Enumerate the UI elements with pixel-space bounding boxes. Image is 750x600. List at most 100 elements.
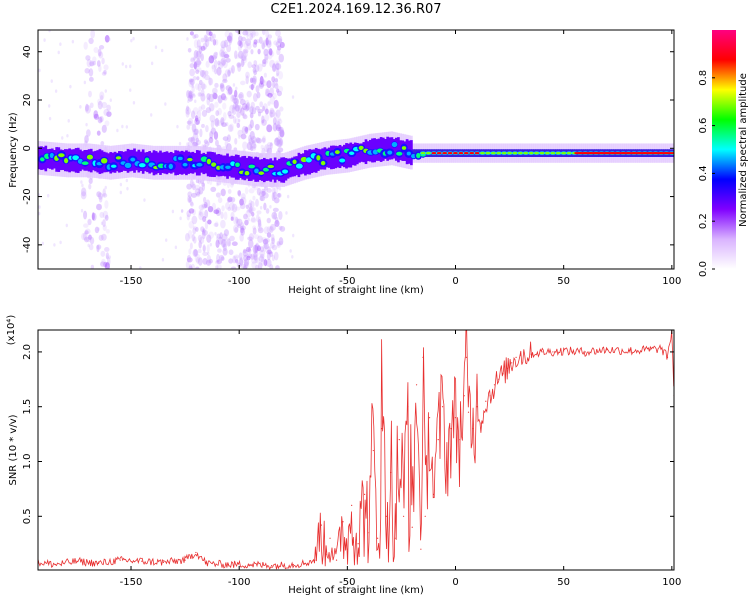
spectrogram-noise-mark [236, 111, 241, 118]
spectrogram-noise-mark [242, 48, 249, 54]
snr-data-point [428, 417, 431, 419]
spectrogram-blob [258, 171, 265, 175]
spectrogram-noise-mark [96, 191, 102, 198]
spectrogram-noise-mark [236, 262, 242, 268]
spectrogram-noise-mark [250, 146, 257, 151]
spectrogram-noise-mark [230, 211, 235, 219]
snr-data-point [372, 449, 374, 452]
spectrogram-noise-mark [237, 129, 243, 137]
spectrogram-noise-mark [261, 188, 266, 193]
spectrogram-noise-mark [214, 68, 218, 75]
spectrogram-noise-mark [262, 192, 269, 199]
spectrogram-noise-mark [99, 211, 105, 218]
spectrogram-noise-mark [227, 124, 233, 132]
spectrogram-noise-mark [204, 209, 209, 219]
spectrogram-band-core [50, 148, 54, 170]
spectrogram-band-core [172, 153, 175, 173]
spectrogram-band-core [115, 152, 119, 172]
spectrogram-noise-mark [216, 120, 222, 127]
spectrogram-noise-mark [204, 140, 210, 147]
spectrogram-noise-mark [69, 84, 72, 89]
spectrogram-noise-mark [43, 38, 46, 42]
spectrogram-noise-mark [275, 60, 280, 66]
spectrogram-noise-mark [187, 94, 194, 102]
snr-data-point [407, 406, 409, 408]
spectrogram-noise-mark [240, 225, 244, 234]
spectrogram-noise-mark [275, 109, 281, 118]
spectrogram-band-core [126, 148, 130, 173]
spectrogram-noise-mark [208, 93, 215, 103]
spectrogram-noise-mark [269, 204, 272, 209]
spectrogram-noise-mark [190, 56, 196, 61]
snr-data-point [480, 422, 483, 424]
spectrogram-noise-mark [104, 89, 108, 93]
spectrogram-noise-mark [218, 62, 224, 70]
spectrogram-noise-mark [239, 225, 246, 231]
spectrogram-noise-mark [188, 79, 193, 85]
spectrogram-noise-mark [279, 240, 283, 245]
snr-data-point [422, 356, 424, 358]
spectrogram-noise-mark [174, 245, 178, 250]
snr-data-point [320, 524, 322, 526]
spectrogram-band-core [388, 137, 392, 160]
spectrogram-noise-mark [253, 143, 257, 149]
spectrogram-noise-mark [205, 124, 209, 133]
spectrogram-noise-mark [254, 64, 260, 73]
spectrogram-noise-mark [185, 110, 190, 118]
spectrogram-blob [463, 152, 469, 155]
spectrogram-noise-mark [259, 195, 264, 202]
spectrogram-noise-mark [269, 226, 274, 233]
spectrogram-noise-mark [272, 207, 279, 213]
spectrogram-noise-mark [266, 252, 271, 261]
spectrogram-noise-mark [261, 135, 267, 144]
spectrogram-noise-mark [200, 37, 205, 43]
spectrogram-blob [416, 152, 421, 159]
spectrogram-noise-mark [207, 36, 212, 42]
spectrogram-noise-mark [258, 191, 265, 197]
snr-data-point [325, 554, 327, 556]
spectrogram-band-core [397, 137, 400, 163]
spectrogram-noise-mark [88, 177, 93, 185]
spectrogram-noise-mark [97, 100, 103, 110]
spectrogram-noise-mark [38, 68, 41, 73]
spectrogram-noise-mark [266, 124, 273, 133]
spectrogram-noise-mark [264, 113, 270, 122]
spectrogram-noise-mark [239, 202, 246, 210]
spectrogram-blob [349, 151, 355, 156]
spectrogram-noise-mark [227, 188, 232, 194]
spectrogram-noise-mark [257, 108, 264, 114]
spectrogram-noise-mark [265, 144, 272, 154]
spectrogram-noise-mark [65, 223, 68, 228]
spectrogram-noise-mark [119, 182, 123, 187]
spectrogram-noise-mark [230, 216, 234, 221]
snr-data-point [437, 438, 439, 441]
spectrogram-noise-mark [274, 137, 279, 143]
spectrogram-noise-mark [228, 114, 235, 119]
snr-data-point [502, 373, 504, 375]
spectrogram-y-tick-label: -40 [22, 237, 33, 253]
spectrogram-blob [262, 167, 270, 172]
spectrogram-noise-mark [248, 137, 254, 146]
spectrogram-noise-mark [83, 80, 87, 85]
spectrogram-noise-mark [240, 227, 246, 236]
spectrogram-noise-mark [245, 38, 252, 47]
snr-data-point [390, 471, 392, 474]
spectrogram-blob [244, 170, 250, 176]
spectrogram-noise-mark [278, 150, 281, 154]
spectrogram-blob [453, 152, 458, 155]
spectrogram-noise-mark [198, 210, 202, 216]
spectrogram-noise-mark [101, 71, 107, 76]
spectrogram-noise-mark [277, 192, 282, 198]
spectrogram-noise-mark [214, 231, 217, 236]
spectrogram-blob [295, 163, 303, 169]
spectrogram-noise-mark [248, 207, 252, 213]
spectrogram-noise-mark [274, 77, 279, 83]
spectrogram-noise-mark [203, 201, 208, 209]
spectrogram-noise-mark [81, 232, 87, 241]
spectrogram-noise-mark [291, 254, 294, 259]
spectrogram-noise-mark [266, 147, 273, 155]
colorbar: 0.0 0.2 0.4 0.6 0.8 Normalized spectral ampl… [698, 30, 749, 277]
spectrogram-noise-mark [259, 36, 263, 44]
spectrogram-noise-mark [198, 240, 202, 249]
spectrogram-noise-mark [188, 248, 192, 255]
